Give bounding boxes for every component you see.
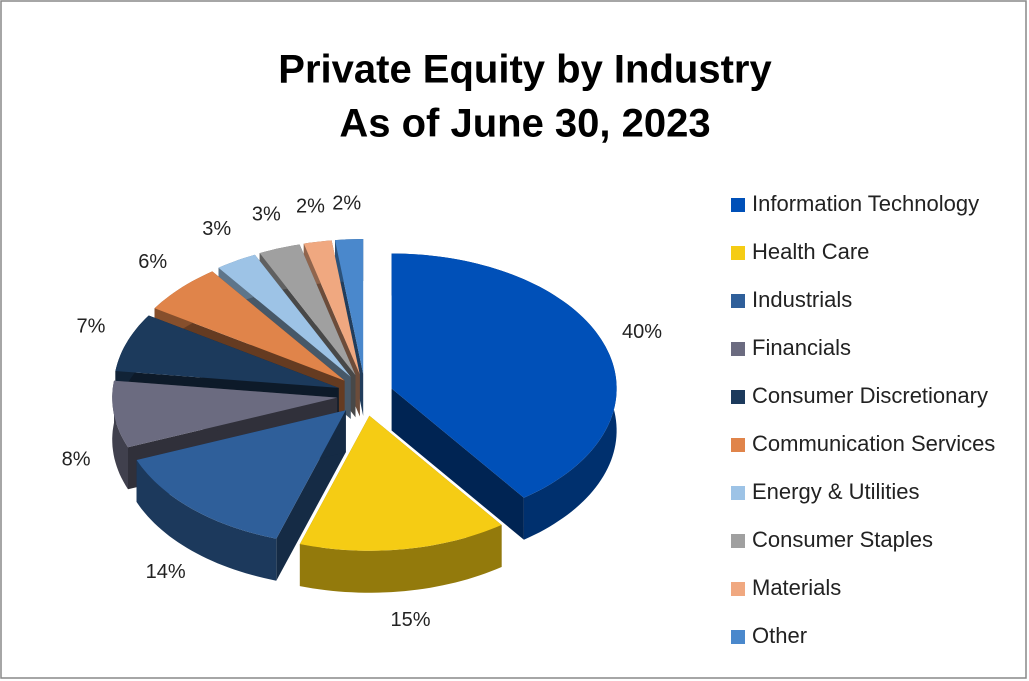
legend-label: Communication Services (752, 431, 995, 456)
slice-top (391, 253, 617, 498)
slice (391, 253, 617, 540)
data-label: 7% (77, 315, 106, 337)
data-label: 8% (62, 449, 91, 471)
slice-side (391, 388, 524, 540)
legend-swatch (731, 246, 745, 260)
legend-swatch (731, 198, 745, 212)
slice (299, 415, 502, 593)
slice-top (335, 239, 364, 374)
slice-top (299, 415, 502, 551)
legend-swatch (731, 390, 745, 404)
legend-label: Information Technology (752, 191, 979, 216)
slice (136, 410, 346, 581)
chart-subtitle: As of June 30, 2023 (339, 102, 710, 146)
slice-top (115, 315, 339, 388)
legend-label: Energy & Utilities (752, 479, 920, 504)
legend-swatch (731, 486, 745, 500)
slice-wall (112, 380, 128, 490)
slice-wall (136, 460, 277, 581)
legend-swatch (731, 294, 745, 308)
slice-wall (299, 525, 502, 593)
slice-top (112, 380, 338, 448)
slice-top (136, 410, 346, 539)
legend-label: Industrials (752, 287, 852, 312)
chart-title: Private Equity by Industry (278, 48, 772, 92)
data-label: 14% (146, 561, 186, 583)
slice-top (218, 254, 351, 377)
data-label: 3% (252, 203, 281, 225)
data-label: 15% (391, 609, 431, 631)
slice-top (154, 271, 345, 381)
data-label: 6% (138, 251, 167, 273)
data-label: 3% (202, 218, 231, 240)
slice-top (259, 244, 356, 376)
legend-swatch (731, 342, 745, 356)
legend-label: Consumer Discretionary (752, 383, 988, 408)
data-label: 40% (622, 321, 662, 343)
legend-swatch (731, 630, 745, 644)
slice-top (303, 240, 360, 375)
legend-swatch (731, 534, 745, 548)
legend-swatch (731, 582, 745, 596)
legend-label: Materials (752, 575, 841, 600)
legend-swatch (731, 438, 745, 452)
legend-label: Other (752, 623, 807, 648)
legend-label: Health Care (752, 239, 869, 264)
legend-label: Financials (752, 335, 851, 360)
data-label: 2% (296, 196, 325, 218)
legend-label: Consumer Staples (752, 527, 933, 552)
data-label: 2% (332, 193, 361, 215)
